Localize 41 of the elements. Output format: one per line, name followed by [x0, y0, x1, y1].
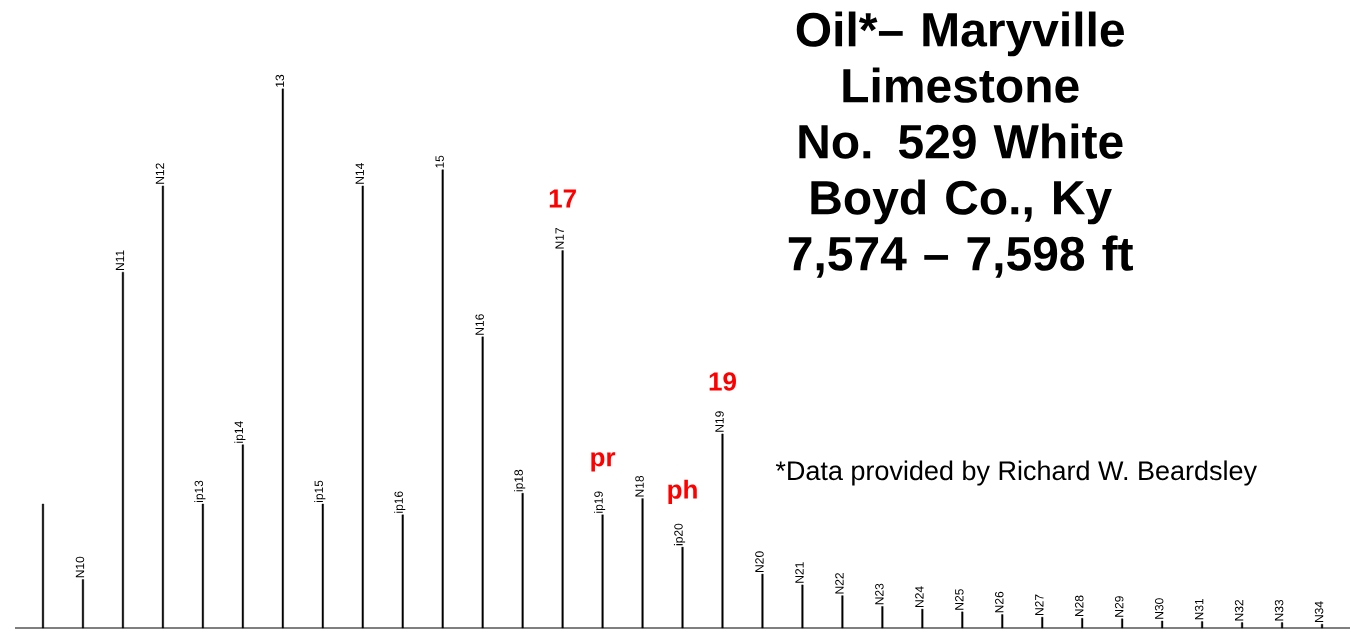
x-tick-label: N33: [1274, 599, 1284, 621]
x-tick-label: N24: [915, 586, 924, 607]
x-tick-label: 15: [435, 155, 444, 168]
x-tick-label: N19: [715, 411, 724, 432]
x-tick-label: N10: [75, 556, 85, 578]
x-tick-label: N12: [155, 163, 165, 184]
x-tick-label: N14: [355, 163, 364, 184]
x-tick-label: ip15: [314, 480, 326, 502]
x-tick-label: ip13: [194, 480, 206, 502]
x-tick-label: N30: [1154, 598, 1164, 619]
annotation: 19: [709, 372, 736, 391]
x-tick-label: ip16: [394, 491, 406, 513]
x-tick-label: N21: [795, 562, 804, 583]
text: No. 529 White: [799, 123, 1123, 159]
x-tick-label: N11: [115, 250, 125, 270]
annotation: Boyd Co., Ky: [811, 179, 1112, 225]
x-tick-label: N26: [995, 591, 1004, 613]
chart-title: Oil*– Maryville Limestone: [796, 11, 1124, 103]
x-tick-label: N20: [755, 551, 764, 572]
annotation: ph: [668, 479, 697, 504]
x-tick-label: ip19: [593, 491, 606, 513]
annotation: pr: [591, 452, 616, 472]
annotation: 7,574 – 7,598 ft: [788, 235, 1133, 278]
x-tick-label: N16: [475, 314, 484, 335]
x-tick-label: N27: [1035, 594, 1044, 616]
x-tick-label: N25: [955, 589, 964, 610]
x-tick-label: N22: [835, 573, 844, 594]
x-tick-label: ip18: [514, 469, 526, 492]
x-tick-label: N32: [1234, 600, 1244, 621]
x-tick-label: ip20: [673, 523, 686, 546]
x-tick-label: N28: [1074, 595, 1084, 617]
x-tick-label: N18: [635, 475, 644, 497]
annotation: *Data provided by Richard W. Beardsley: [775, 460, 1257, 486]
x-tick-label: ip14: [234, 421, 246, 443]
x-tick-label: N34: [1314, 601, 1324, 623]
x-tick-label: 13: [275, 74, 285, 87]
x-tick-label: N17: [555, 228, 564, 249]
x-tick-label: N23: [875, 583, 884, 605]
x-tick-label: N29: [1114, 596, 1124, 617]
x-tick-label: N31: [1194, 598, 1204, 620]
annotation: 17: [549, 189, 576, 208]
